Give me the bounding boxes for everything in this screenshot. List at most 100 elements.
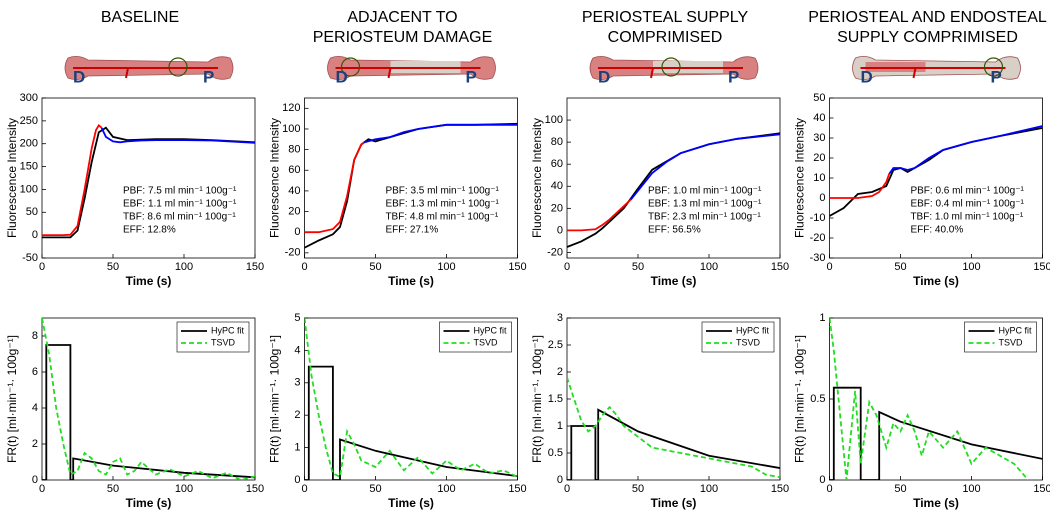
y-tick-label: 8 xyxy=(32,330,38,342)
distal-label: D xyxy=(598,67,610,86)
x-tick-label: 50 xyxy=(632,483,644,495)
distal-label: D xyxy=(73,67,85,86)
roi-circle xyxy=(340,57,361,77)
y-tick-label: 3 xyxy=(557,312,563,324)
y-tick-label: 2 xyxy=(557,366,563,378)
legend-label: TSVD xyxy=(474,337,499,347)
x-tick-label: 0 xyxy=(826,483,832,495)
series-line xyxy=(888,125,1043,175)
y-tick-label: 1 xyxy=(819,312,825,324)
y-tick-label: 2 xyxy=(32,438,38,450)
annotation: TBF: 1.0 ml min⁻¹ 100g⁻¹ xyxy=(910,211,1023,222)
y-tick-label: 40 xyxy=(813,112,825,124)
y-tick-label: 80 xyxy=(551,136,563,148)
y-tick-label: 1.5 xyxy=(548,393,563,405)
legend-label: HyPC fit xyxy=(999,325,1033,335)
x-tick-label: 100 xyxy=(700,261,718,273)
roi-circle xyxy=(661,57,681,77)
x-tick-label: 150 xyxy=(246,261,264,273)
y-tick-label: 0 xyxy=(557,224,563,236)
series-line xyxy=(829,173,890,199)
panel-title: PERIOSTEAL AND ENDOSTEAL xyxy=(808,9,1047,26)
y-tick-label: 0 xyxy=(819,474,825,486)
y-axis-label: FR(t) [ml·min⁻¹· 100g⁻¹] xyxy=(793,335,807,463)
annotation: EFF: 40.0% xyxy=(910,224,963,235)
annotation: TBF: 4.8 ml min⁻¹ 100g⁻¹ xyxy=(385,211,498,222)
y-tick-label: 0.5 xyxy=(548,447,563,459)
proximal-label: P xyxy=(728,67,739,86)
y-tick-label: 0 xyxy=(294,474,300,486)
series-line xyxy=(567,198,632,232)
legend-label: TSVD xyxy=(999,337,1024,347)
y-tick-label: 50 xyxy=(26,206,38,218)
y-tick-label: 100 xyxy=(545,114,563,126)
y-axis-label: FR(t) [ml·min⁻¹· 100g⁻¹] xyxy=(5,335,19,463)
y-axis-label: FR(t) [ml·min⁻¹· 100g⁻¹] xyxy=(268,335,282,463)
series-line xyxy=(42,124,103,236)
y-tick-label: 0 xyxy=(294,226,300,238)
y-tick-label: 300 xyxy=(20,92,38,104)
y-tick-label: 3 xyxy=(294,377,300,389)
x-tick-label: 150 xyxy=(508,483,526,495)
y-axis-label: Fluorescence Intensity xyxy=(793,118,807,238)
y-tick-label: -30 xyxy=(810,252,826,264)
panel-title: BASELINE xyxy=(101,9,179,26)
series-line xyxy=(304,365,518,480)
y-tick-label: 200 xyxy=(20,138,38,150)
x-tick-label: 0 xyxy=(39,261,45,273)
y-axis-label: Fluorescence Intensity xyxy=(5,118,19,238)
y-tick-label: 80 xyxy=(288,144,300,156)
y-tick-label: -20 xyxy=(547,246,563,258)
y-tick-label: -50 xyxy=(22,252,38,264)
y-tick-label: 20 xyxy=(288,205,300,217)
x-axis-label: Time (s) xyxy=(913,496,959,510)
y-tick-label: 2.5 xyxy=(548,339,563,351)
y-tick-label: -20 xyxy=(810,232,826,244)
series-line xyxy=(829,318,1043,480)
series-line xyxy=(304,318,518,479)
x-tick-label: 50 xyxy=(894,261,906,273)
y-tick-label: 250 xyxy=(20,115,38,127)
y-tick-label: 120 xyxy=(282,102,300,114)
y-tick-label: 100 xyxy=(282,123,300,135)
x-tick-label: 150 xyxy=(1033,261,1050,273)
panel-title: PERIOSTEUM DAMAGE xyxy=(313,29,493,46)
legend-label: TSVD xyxy=(736,337,761,347)
x-axis-label: Time (s) xyxy=(651,496,697,510)
series-line xyxy=(567,408,780,480)
x-tick-label: 100 xyxy=(700,483,718,495)
x-tick-label: 150 xyxy=(771,261,789,273)
y-axis-label: Fluorescence Intensity xyxy=(268,118,282,238)
proximal-label: P xyxy=(991,67,1002,86)
proximal-label: P xyxy=(466,67,477,86)
y-tick-label: 50 xyxy=(813,92,825,104)
annotation: PBF: 0.6 ml min⁻¹ 100g⁻¹ xyxy=(910,185,1024,196)
y-tick-label: 2 xyxy=(294,409,300,421)
x-tick-label: 100 xyxy=(175,261,193,273)
plot-area xyxy=(566,97,781,259)
legend-label: HyPC fit xyxy=(736,325,770,335)
y-tick-label: 0 xyxy=(819,192,825,204)
y-tick-label: 4 xyxy=(294,344,300,356)
series-line xyxy=(829,386,1043,480)
panel-title: COMPRIMISED xyxy=(608,29,723,46)
roi-circle xyxy=(983,57,1004,77)
annotation: EBF: 1.3 ml min⁻¹ 100g⁻¹ xyxy=(648,198,762,209)
x-tick-label: 50 xyxy=(369,261,381,273)
y-tick-label: 40 xyxy=(288,185,300,197)
y-tick-label: 5 xyxy=(294,312,300,324)
x-tick-label: 150 xyxy=(1033,483,1050,495)
y-tick-label: 1 xyxy=(557,420,563,432)
proximal-label: P xyxy=(203,67,214,86)
y-tick-label: 150 xyxy=(20,160,38,172)
distal-label: D xyxy=(336,67,348,86)
y-tick-label: 20 xyxy=(551,202,563,214)
legend-label: TSVD xyxy=(211,337,236,347)
annotation: EFF: 56.5% xyxy=(648,224,701,235)
legend-box xyxy=(439,321,512,353)
plot-area xyxy=(829,97,1043,259)
series-line xyxy=(630,133,780,201)
y-tick-label: 100 xyxy=(20,183,38,195)
